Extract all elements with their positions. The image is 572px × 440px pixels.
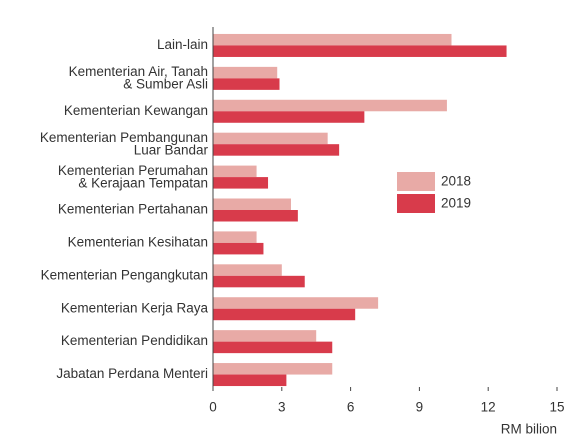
- bar: [213, 275, 305, 288]
- y-tick-label: Kementerian Kesihatan: [68, 234, 208, 249]
- y-tick-label: Kementerian Perumahan & Kerajaan Tempatan: [58, 162, 208, 190]
- y-tick-label: Jabatan Perdana Menteri: [56, 366, 208, 381]
- bar: [213, 210, 298, 222]
- bar: [213, 111, 365, 123]
- x-tick-label: 15: [549, 400, 564, 415]
- bar: [213, 308, 356, 321]
- legend-swatch: [397, 194, 435, 213]
- bar: [213, 78, 280, 90]
- x-tick-label: 3: [278, 400, 286, 415]
- bar: [213, 165, 257, 178]
- bar: [213, 66, 278, 79]
- y-tick-label: Kementerian Air, Tanah & Sumber Asli: [69, 64, 208, 92]
- y-tick-label: Kementerian Pendidikan: [61, 333, 208, 348]
- bar: [213, 242, 264, 255]
- bar: [213, 177, 269, 189]
- bar: [213, 132, 328, 145]
- bar: [213, 363, 333, 375]
- bar: [213, 33, 452, 46]
- bar: [213, 341, 333, 354]
- legend-label: 2019: [441, 196, 471, 211]
- bar: [213, 297, 379, 309]
- legend-swatch: [397, 172, 435, 191]
- bar: [213, 198, 291, 210]
- x-tick-label: 12: [481, 400, 496, 415]
- x-tick-label: 6: [347, 400, 355, 415]
- y-tick-label: Kementerian Kerja Raya: [61, 300, 209, 315]
- legend-label: 2018: [441, 174, 471, 189]
- x-tick-label: 0: [209, 400, 217, 415]
- bar: [213, 374, 287, 387]
- bar: [213, 231, 257, 243]
- y-tick-label: Kementerian Pertahanan: [58, 202, 208, 217]
- x-axis-label: RM bilion: [501, 422, 557, 437]
- bar: [213, 264, 282, 276]
- bar: [213, 330, 317, 342]
- y-tick-label: Kementerian Pengangkutan: [41, 267, 208, 282]
- bar: [213, 45, 507, 57]
- bar: [213, 99, 447, 112]
- y-tick-label: Kementerian Pembangunan Luar Bandar: [40, 129, 209, 157]
- y-tick-label: Lain-lain: [157, 37, 208, 52]
- x-tick-label: 9: [416, 400, 424, 415]
- bar: [213, 144, 340, 156]
- y-tick-label: Kementerian Kewangan: [64, 103, 208, 118]
